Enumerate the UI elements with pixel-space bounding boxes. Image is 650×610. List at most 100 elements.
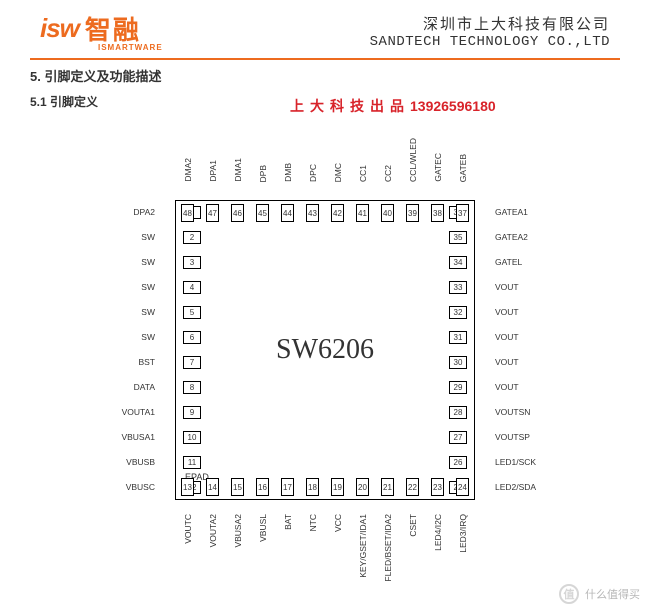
company-block: 深圳市上大科技有限公司 SANDTECH TECHNOLOGY CO.,LTD	[370, 13, 610, 50]
section-num: 5.	[30, 69, 41, 84]
pin-label: VOUT	[495, 307, 519, 317]
chip-name: SW6206	[175, 200, 475, 500]
pin-label: VOUTC	[183, 514, 193, 544]
section-title: 引脚定义及功能描述	[44, 69, 161, 84]
logo-isw: isw	[40, 13, 79, 44]
pin-label: LED1/SCK	[495, 457, 536, 467]
pin-box: 18	[306, 478, 319, 496]
pin-label: GATEL	[495, 257, 522, 267]
pin-box: 8	[183, 381, 201, 394]
watermark-icon: 值	[559, 584, 579, 604]
watermark-text: 什么值得买	[585, 586, 640, 602]
pin-box: 32	[449, 306, 467, 319]
pin-label: CC1	[358, 165, 368, 182]
pin-label: DMA2	[183, 158, 193, 182]
pin-label: GATEA1	[495, 207, 528, 217]
pin-box: 13	[181, 478, 194, 496]
pin-box: 4	[183, 281, 201, 294]
pin-label: VOUTSN	[495, 407, 530, 417]
pin-box: 16	[256, 478, 269, 496]
pin-label: LED3/IRQ	[458, 514, 468, 553]
pin-label: DMB	[283, 163, 293, 182]
pin-label: GATEA2	[495, 232, 528, 242]
pin-box: 22	[406, 478, 419, 496]
pin-box: 15	[231, 478, 244, 496]
pin-label: VBUSA1	[121, 432, 155, 442]
logo-sub: ISMARTWARE	[98, 43, 163, 52]
pin-box: 14	[206, 478, 219, 496]
logo-block: isw 智融 ISMARTWARE	[40, 10, 163, 52]
pin-box: 26	[449, 456, 467, 469]
company-cn: 深圳市上大科技有限公司	[370, 13, 610, 34]
logo-cn: 智融	[85, 10, 141, 47]
pin-box: 24	[456, 478, 469, 496]
pin-label: FLED/BSET/IDA2	[383, 514, 393, 582]
pin-box: 45	[256, 204, 269, 222]
section-headings: 5. 引脚定义及功能描述 5.1 引脚定义	[0, 66, 650, 110]
pin-label: KEY/GSET/IDA1	[358, 514, 368, 578]
pin-label: BST	[138, 357, 155, 367]
pin-label: VBUSA2	[233, 514, 243, 548]
pin-box: 20	[356, 478, 369, 496]
pin-box: 2	[183, 231, 201, 244]
pin-box: 35	[449, 231, 467, 244]
pin-box: 34	[449, 256, 467, 269]
pin-label: VOUT	[495, 357, 519, 367]
pin-box: 31	[449, 331, 467, 344]
pin-box: 11	[183, 456, 201, 469]
pin-label: SW	[141, 257, 155, 267]
divider	[30, 58, 620, 60]
pin-label: VOUT	[495, 332, 519, 342]
pin-box: 43	[306, 204, 319, 222]
pin-label: DPA1	[208, 160, 218, 182]
pin-label: DMA1	[233, 158, 243, 182]
pin-box: 28	[449, 406, 467, 419]
pin-label: SW	[141, 282, 155, 292]
pin-label: VBUSB	[126, 457, 155, 467]
header: isw 智融 ISMARTWARE 深圳市上大科技有限公司 SANDTECH T…	[0, 0, 650, 56]
pin-label: DPC	[308, 164, 318, 182]
pin-label: CC2	[383, 165, 393, 182]
pin-label: VOUTSP	[495, 432, 530, 442]
pin-label: CSET	[408, 514, 418, 537]
pin-label: NTC	[308, 514, 318, 531]
pin-label: DPA2	[133, 207, 155, 217]
pin-box: 23	[431, 478, 444, 496]
pin-box: 3	[183, 256, 201, 269]
pin-label: SW	[141, 307, 155, 317]
pin-label: VBUSL	[258, 514, 268, 542]
pin-box: 47	[206, 204, 219, 222]
pin-label: VOUT	[495, 282, 519, 292]
pin-box: 17	[281, 478, 294, 496]
pin-box: 39	[406, 204, 419, 222]
pin-box: 38	[431, 204, 444, 222]
pin-label: LED2/SDA	[495, 482, 536, 492]
pin-box: 6	[183, 331, 201, 344]
pin-box: 40	[381, 204, 394, 222]
pin-box: 37	[456, 204, 469, 222]
pin-label: DATA	[134, 382, 155, 392]
pin-box: 29	[449, 381, 467, 394]
pin-label: VBUSC	[126, 482, 155, 492]
pin-label: VOUTA1	[122, 407, 155, 417]
pin-label: VOUTA2	[208, 514, 218, 547]
pin-label: VOUT	[495, 382, 519, 392]
company-en: SANDTECH TECHNOLOGY CO.,LTD	[370, 34, 610, 50]
pin-box: 10	[183, 431, 201, 444]
pin-box: 9	[183, 406, 201, 419]
pin-box: 46	[231, 204, 244, 222]
subsection-title: 引脚定义	[50, 95, 98, 109]
pin-label: GATEC	[433, 153, 443, 182]
pin-label: DMC	[333, 163, 343, 182]
pin-box: 5	[183, 306, 201, 319]
pin-label: LED4/I2C	[433, 514, 443, 551]
pin-box: 33	[449, 281, 467, 294]
pin-box: 21	[381, 478, 394, 496]
pin-label: DPB	[258, 165, 268, 182]
subsection-num: 5.1	[30, 95, 47, 109]
watermark: 值 什么值得买	[559, 584, 640, 604]
pin-box: 30	[449, 356, 467, 369]
pin-box: 27	[449, 431, 467, 444]
pin-box: 42	[331, 204, 344, 222]
pin-box: 7	[183, 356, 201, 369]
